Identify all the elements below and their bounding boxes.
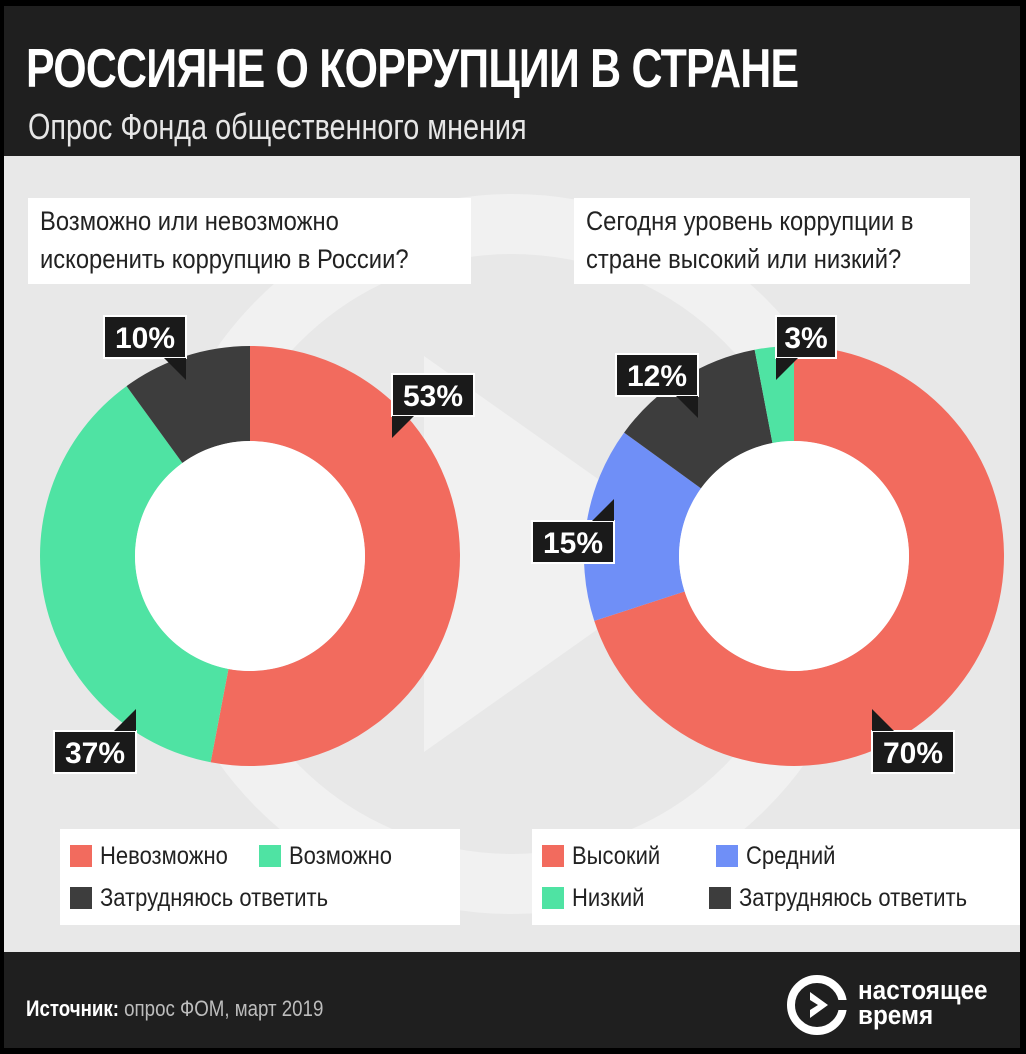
question-right-line-2: стране высокий или низкий? bbox=[586, 244, 902, 274]
legend-label: Затрудняюсь ответить bbox=[738, 883, 967, 912]
page-subtitle: Опрос Фонда общественного мнения bbox=[28, 106, 527, 147]
data-label-1-1: 15% bbox=[531, 499, 615, 564]
data-label-1-3: 3% bbox=[775, 315, 837, 380]
donut-slice-0-0 bbox=[210, 346, 460, 766]
legend-swatch bbox=[70, 887, 92, 909]
source-text: опрос ФОМ, март 2019 bbox=[118, 996, 324, 1021]
legend-label: Высокий bbox=[572, 841, 661, 870]
data-label-1-2: 12% bbox=[615, 353, 699, 418]
page-title: РОССИЯНЕ О КОРРУПЦИИ В СТРАНЕ bbox=[26, 37, 799, 99]
header: РОССИЯНЕ О КОРРУПЦИИ В СТРАНЕ Опрос Фонд… bbox=[4, 6, 1020, 156]
legend-swatch bbox=[708, 887, 731, 909]
donut-slice-1-1 bbox=[584, 432, 701, 621]
svg-text:10%: 10% bbox=[115, 322, 175, 355]
legend-item-nizkiy: Низкий bbox=[542, 884, 695, 913]
legend-label: Возможно bbox=[289, 841, 393, 870]
logo-text: настоящее время bbox=[858, 975, 988, 1030]
question-left: Возможно или невозможно искоренить корру… bbox=[28, 198, 471, 284]
svg-text:70%: 70% bbox=[883, 737, 943, 770]
donut-hole bbox=[135, 441, 365, 671]
source-label: Источник: bbox=[26, 996, 119, 1021]
data-label-0-0: 53% bbox=[391, 373, 475, 438]
legend-label: Низкий bbox=[572, 883, 645, 912]
svg-text:37%: 37% bbox=[65, 737, 125, 770]
logo-icon bbox=[787, 975, 848, 1035]
legend-item-sredniy: Средний bbox=[716, 842, 848, 871]
data-label-1-0: 70% bbox=[871, 709, 955, 774]
legend-label: Невозможно bbox=[100, 841, 228, 870]
svg-text:3%: 3% bbox=[784, 322, 827, 355]
legend-swatch bbox=[259, 845, 282, 867]
logo-line-2: время bbox=[858, 1000, 934, 1030]
legend-label: Затрудняюсь ответить bbox=[100, 883, 329, 912]
donut-slice-1-0 bbox=[594, 346, 1005, 766]
legend-left: Невозможно Возможно Затрудняюсь ответить bbox=[60, 829, 460, 925]
logo-line-1: настоящее bbox=[858, 975, 988, 1005]
question-right: Сегодня уровень коррупции в стране высок… bbox=[574, 198, 971, 284]
donut-hole bbox=[679, 441, 909, 671]
svg-text:12%: 12% bbox=[627, 360, 687, 393]
legend-swatch bbox=[542, 845, 564, 867]
legend-item-vozmozhno: Возможно bbox=[259, 842, 406, 871]
legend-swatch bbox=[716, 845, 738, 867]
legend-right: Высокий Средний Низкий Затрудняюсь ответ… bbox=[532, 829, 1020, 925]
data-label-0-1: 37% bbox=[53, 709, 137, 774]
question-left-line-2: искоренить коррупцию в России? bbox=[40, 244, 409, 274]
donut-slice-0-1 bbox=[39, 386, 229, 763]
infographic: РОССИЯНЕ О КОРРУПЦИИ В СТРАНЕ Опрос Фонд… bbox=[4, 6, 1020, 1048]
donut-charts: 53% 37% 10% 70% 15% 12% 3% bbox=[39, 315, 1005, 774]
legend-item-nevozmozhno: Невозможно bbox=[70, 842, 245, 871]
source-note: Источник: опрос ФОМ, март 2019 bbox=[26, 996, 323, 1022]
legend-item-vysokiy: Высокий bbox=[542, 842, 702, 871]
legend-swatch bbox=[70, 845, 92, 867]
footer: Источник: опрос ФОМ, март 2019 настоящее… bbox=[4, 952, 1020, 1048]
svg-text:15%: 15% bbox=[543, 527, 603, 560]
data-label-0-2: 10% bbox=[103, 315, 187, 380]
charts-area: Возможно или невозможно искоренить корру… bbox=[4, 156, 1020, 952]
legend-label: Средний bbox=[746, 841, 836, 870]
nastoyashchee-vremya-logo: настоящее время bbox=[782, 970, 1020, 1040]
donut-slice-0-2 bbox=[126, 346, 250, 463]
legend-item-zatrudnyayus: Затрудняюсь ответить bbox=[70, 884, 359, 913]
question-left-line-1: Возможно или невозможно bbox=[40, 206, 339, 236]
question-right-line-1: Сегодня уровень коррупции в bbox=[586, 206, 914, 236]
svg-text:53%: 53% bbox=[403, 380, 463, 413]
legend-item-zatrudnyayus: Затрудняюсь ответить bbox=[708, 883, 998, 913]
legend-swatch bbox=[542, 887, 564, 909]
donut-slice-1-2 bbox=[624, 349, 773, 489]
